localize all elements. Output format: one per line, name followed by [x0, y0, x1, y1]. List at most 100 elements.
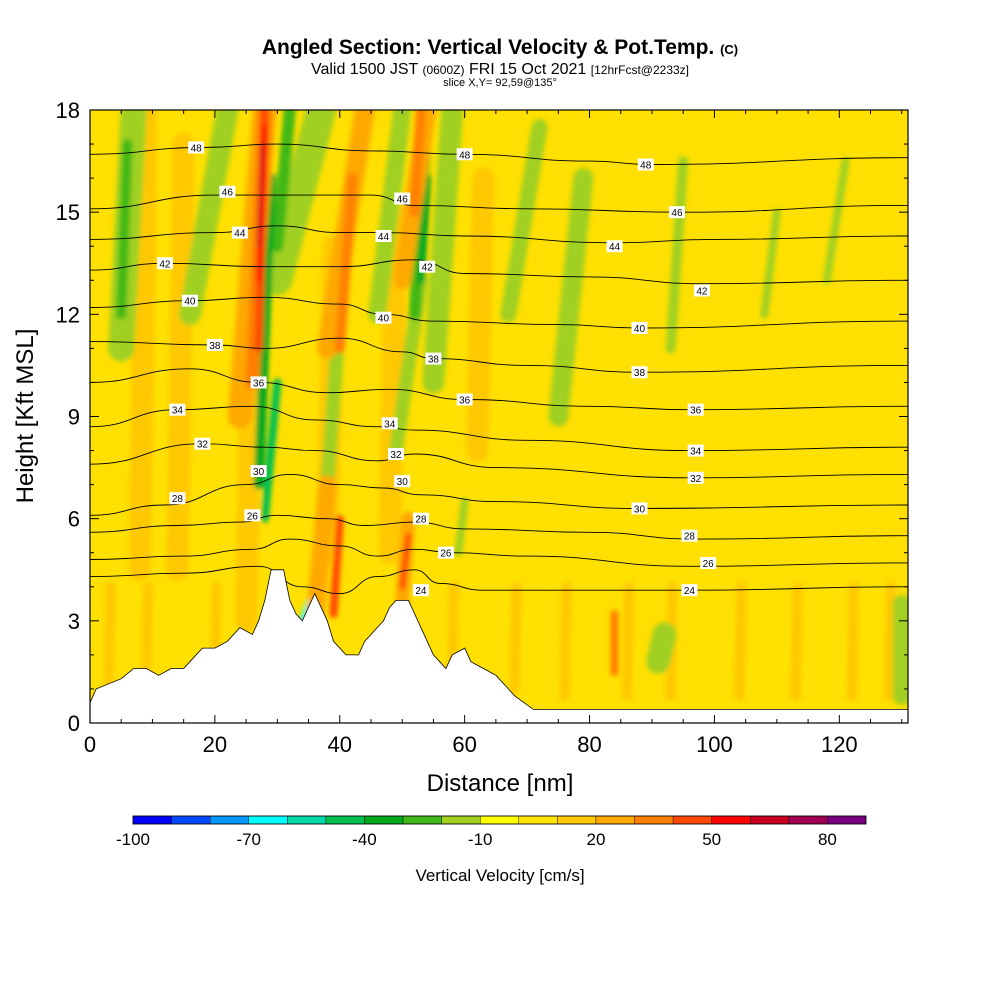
velocity-band: [646, 622, 677, 674]
contour-label-box: [456, 393, 473, 406]
velocity-band: [329, 514, 344, 618]
contour-label: 34: [172, 406, 184, 417]
velocity-band: [760, 208, 781, 319]
theta-contour-40: [90, 296, 908, 329]
contour-label: 28: [415, 515, 427, 526]
contour-label: 38: [209, 341, 221, 352]
velocity-band: [454, 497, 469, 557]
colorbar-swatch: [711, 815, 751, 825]
contour-label-box: [219, 185, 236, 198]
contour-label: 42: [422, 263, 434, 274]
contour-label-box: [412, 584, 429, 597]
contour-label-box: [456, 148, 473, 161]
colorbar-swatch: [557, 815, 597, 825]
x-tick-label: 20: [203, 732, 227, 757]
contour-label-box: [437, 546, 454, 559]
y-tick-label: 18: [56, 98, 80, 123]
contour-label: 30: [253, 467, 265, 478]
colorbar-tick-label: -40: [352, 830, 377, 849]
velocity-band: [509, 581, 522, 694]
contour-label-box: [687, 471, 704, 484]
contour-label-box: [244, 509, 261, 522]
contour-label-box: [375, 311, 392, 324]
velocity-band: [256, 124, 268, 283]
velocity-band: [734, 581, 747, 701]
colorbar-swatch: [171, 815, 211, 825]
contour-label: 28: [684, 532, 696, 543]
contour-label-box: [687, 403, 704, 416]
contour-label-box: [631, 366, 648, 379]
contour-label: 40: [184, 297, 196, 308]
velocity-band: [103, 581, 116, 688]
contour-label-box: [194, 437, 211, 450]
contour-label: 26: [247, 511, 259, 522]
colorbar-tick-label: -10: [468, 830, 493, 849]
contour-label: 48: [459, 150, 471, 161]
x-tick-label: 60: [452, 732, 476, 757]
contour-label: 34: [690, 447, 702, 458]
contour-label-box: [387, 447, 404, 460]
colorbar-swatch: [518, 815, 558, 825]
velocity-band: [409, 110, 426, 218]
contour-label-box: [425, 352, 442, 365]
contour-label: 40: [378, 314, 390, 325]
contour-label-box: [231, 226, 248, 239]
velocity-band: [790, 581, 803, 701]
contour-label-box: [631, 502, 648, 515]
contour-label: 48: [191, 143, 203, 154]
colorbar-tick-label: 50: [702, 830, 721, 849]
contour-label-box: [381, 417, 398, 430]
colorbar-tick-label: 80: [818, 830, 837, 849]
contour-label: 42: [696, 286, 708, 297]
contour-label-box: [681, 529, 698, 542]
velocity-band: [178, 110, 239, 326]
colorbar-swatch: [209, 815, 249, 825]
contour-label-box: [206, 338, 223, 351]
velocity-band: [466, 167, 495, 462]
x-tick-label: 80: [577, 732, 601, 757]
colorbar-swatch: [248, 815, 288, 825]
y-tick-label: 6: [68, 507, 80, 532]
contour-label-box: [700, 556, 717, 569]
contour-label-box: [375, 230, 392, 243]
contour-label: 32: [690, 474, 702, 485]
colorbar-tick-label: 20: [586, 830, 605, 849]
velocity-band: [622, 581, 634, 701]
contour-label: 44: [234, 229, 246, 240]
contour-label: 40: [634, 324, 646, 335]
theta-contour-24: [90, 565, 908, 595]
colorbar-swatch: [595, 815, 635, 825]
valid-time-line: Valid 1500 JST (0600Z) FRI 15 Oct 2021 […: [310, 61, 690, 78]
y-axis-label: Height [Kft MSL]: [12, 329, 39, 504]
velocity-band: [166, 133, 195, 581]
velocity-band: [141, 581, 154, 688]
contour-label-box: [637, 158, 654, 171]
contour-label: 46: [222, 188, 234, 199]
contour-label-box: [250, 464, 267, 477]
y-tick-label: 3: [68, 609, 80, 634]
velocity-band: [253, 173, 277, 490]
colorbar-label: Vertical Velocity [cm/s]: [415, 866, 584, 885]
colorbar-tick-label: -70: [236, 830, 261, 849]
contour-label: 28: [172, 494, 184, 505]
contour-label: 38: [428, 355, 440, 366]
velocity-band: [884, 581, 897, 701]
colorbar-swatch: [325, 815, 365, 825]
theta-contour-28: [90, 514, 908, 540]
velocity-band: [368, 110, 412, 324]
contour-label: 24: [415, 586, 427, 597]
theta-contour-26: [90, 538, 908, 567]
contour-label: 46: [671, 208, 683, 219]
velocity-band: [559, 581, 572, 701]
contour-label-box: [668, 206, 685, 219]
velocity-band: [260, 378, 282, 523]
x-tick-label: 0: [84, 732, 96, 757]
contour-label: 34: [384, 419, 396, 430]
theta-contour-48: [90, 143, 908, 165]
contour-labels: 48 48 48 46 46 46 44 44 44 42 42 42 40 40 40 38 38 38 36 36…: [156, 141, 717, 597]
velocity-band: [116, 139, 133, 320]
colorbar-swatch: [132, 815, 172, 825]
contour-label-box: [681, 584, 698, 597]
velocity-band: [822, 157, 850, 285]
